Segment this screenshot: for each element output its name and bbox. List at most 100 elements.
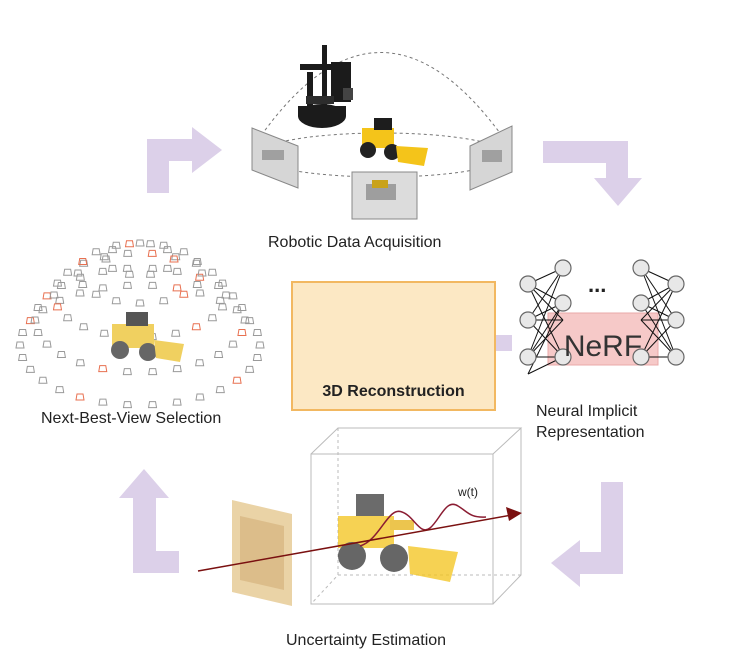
camera-icon xyxy=(159,297,169,305)
robot-arm xyxy=(298,45,353,128)
camera-icon xyxy=(111,241,121,249)
camera-icon xyxy=(33,304,43,312)
camera-icon xyxy=(192,280,202,288)
camera-icon xyxy=(98,284,108,292)
acquisition-illustration xyxy=(251,45,513,220)
camera-icon xyxy=(228,340,238,348)
camera-icon xyxy=(99,329,109,337)
camera-icon xyxy=(145,240,156,248)
camera-icon xyxy=(15,341,25,349)
camera-icon xyxy=(122,264,132,272)
camera-icon xyxy=(49,291,59,299)
hemisphere-dome xyxy=(257,52,506,141)
camera-icon xyxy=(217,303,228,311)
camera-icon xyxy=(191,259,201,267)
selected-camera-icon xyxy=(147,249,157,257)
camera-icon xyxy=(232,306,242,314)
camera-icon xyxy=(99,253,109,261)
camera-icon xyxy=(122,368,132,376)
stage-robotic-data-acquisition: Robotic Data Acquisition xyxy=(268,234,442,251)
camera-icon xyxy=(107,246,118,254)
camera-icon xyxy=(55,386,65,394)
selected-camera-icon xyxy=(172,284,182,292)
selected-camera-icon xyxy=(42,292,52,300)
camera-icon xyxy=(197,269,207,277)
network-ellipsis: ... xyxy=(588,272,607,297)
selected-camera-icon xyxy=(179,290,189,298)
camera-icon xyxy=(171,329,181,337)
nerf-label: NeRF xyxy=(563,330,643,363)
camera-icon xyxy=(73,269,83,277)
weight-curve-label: w(t) xyxy=(458,485,478,499)
loader-toy-top xyxy=(360,118,428,166)
stage-neural-implicit-line1: Neural Implicit xyxy=(536,403,638,420)
camera-icon xyxy=(207,268,217,276)
arrow-bottom-right xyxy=(551,482,623,587)
camera-icon xyxy=(38,376,48,384)
selected-camera-icon xyxy=(78,258,88,266)
camera-icon xyxy=(30,316,40,324)
camera-icon xyxy=(207,314,217,322)
camera-icon xyxy=(135,239,145,247)
camera-icon xyxy=(162,264,173,272)
camera-icon xyxy=(221,291,231,299)
selected-camera-icon xyxy=(237,328,247,336)
camera-icon xyxy=(240,316,250,324)
camera-icon xyxy=(255,341,265,349)
selected-camera-icon xyxy=(52,303,63,311)
camera-icon xyxy=(148,368,158,376)
camera-icon xyxy=(195,289,205,297)
camera-icon xyxy=(252,353,262,361)
captured-view-left xyxy=(251,127,299,189)
camera-icon xyxy=(237,304,247,312)
reconstruction-box: 3D Reconstruction xyxy=(291,281,496,411)
stage-next-best-view-selection: Next-Best-View Selection xyxy=(41,410,222,427)
camera-icon xyxy=(91,290,101,298)
camera-hemisphere xyxy=(15,239,265,409)
selected-camera-icon xyxy=(169,255,179,263)
camera-icon xyxy=(171,253,181,261)
weight-curve xyxy=(359,503,487,547)
camera-icon xyxy=(123,249,133,257)
reconstruction-label: 3D Reconstruction xyxy=(322,383,465,400)
arrow-bottom-left xyxy=(119,469,179,573)
camera-icon xyxy=(192,258,202,266)
camera-icon xyxy=(215,386,225,394)
camera-icon xyxy=(147,281,158,289)
camera-icon xyxy=(195,393,205,401)
camera-icon xyxy=(172,365,182,373)
camera-icon xyxy=(159,241,169,249)
captured-view-bottom xyxy=(351,171,418,220)
camera-icon xyxy=(42,340,52,348)
camera-icon xyxy=(145,270,156,278)
camera-icon xyxy=(179,248,189,256)
camera-icon xyxy=(162,246,173,254)
selected-camera-icon xyxy=(191,323,201,331)
camera-icon xyxy=(18,329,28,337)
selected-camera-icon xyxy=(124,240,135,248)
camera-icon xyxy=(75,273,85,281)
camera-icon xyxy=(107,264,118,272)
selected-camera-icon xyxy=(75,393,85,401)
camera-icon xyxy=(91,248,101,256)
loader-toy-left xyxy=(111,312,184,362)
camera-icon xyxy=(172,398,182,406)
stage-uncertainty-estimation: Uncertainty Estimation xyxy=(286,632,447,649)
camera-icon xyxy=(252,329,262,337)
network-nodes xyxy=(519,259,685,366)
captured-view-right xyxy=(469,125,513,191)
arrow-top-left xyxy=(147,127,222,193)
blurry-image-plane xyxy=(232,500,292,606)
stage-neural-implicit-line2: Representation xyxy=(536,424,645,441)
camera-icon xyxy=(75,289,85,297)
selected-camera-icon xyxy=(232,376,242,384)
camera-icon xyxy=(38,306,48,314)
camera-icon xyxy=(122,281,133,289)
neural-network xyxy=(519,259,685,375)
camera-icon xyxy=(101,255,111,263)
selected-camera-icon xyxy=(195,273,205,281)
camera-icon xyxy=(147,401,158,409)
camera-icon xyxy=(78,280,88,288)
camera-icon xyxy=(55,296,65,304)
cycle-arrows xyxy=(119,127,642,587)
